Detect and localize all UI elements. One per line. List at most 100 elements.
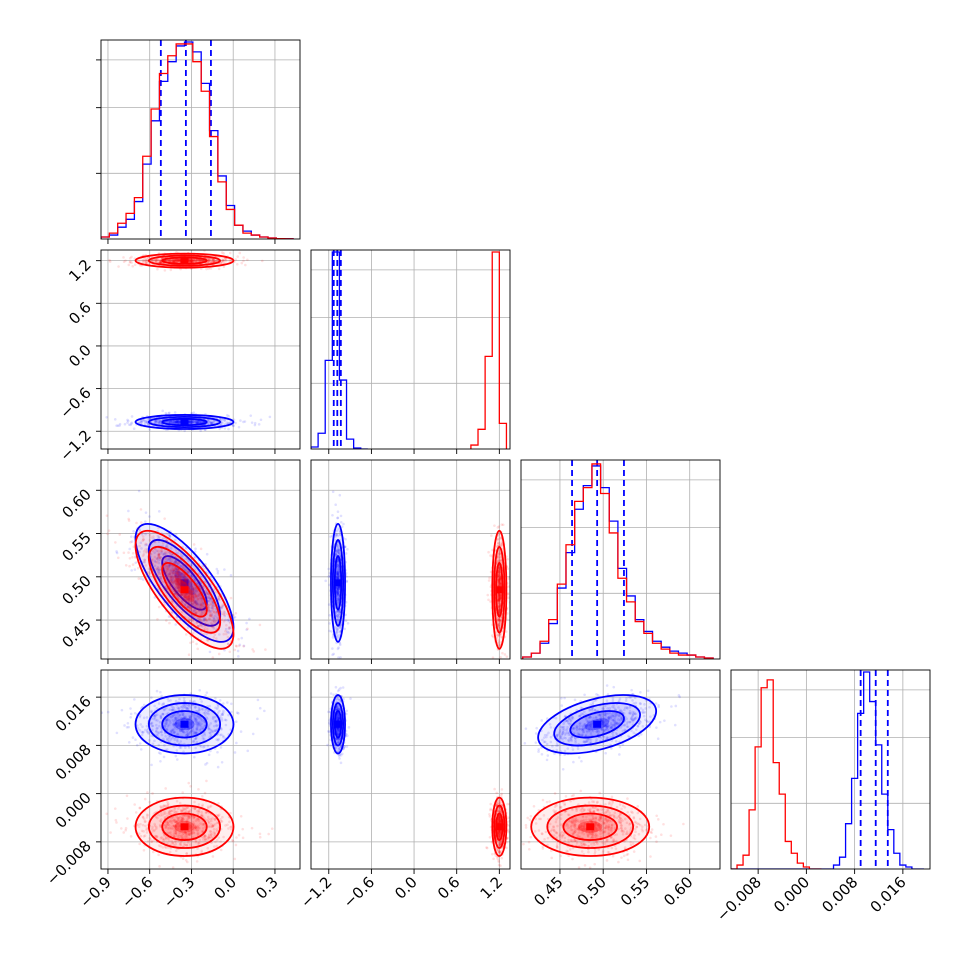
scatter-point <box>165 533 168 536</box>
scatter-point <box>328 614 331 617</box>
scatter-point <box>490 534 493 537</box>
scatter-point <box>239 419 242 422</box>
scatter-point <box>130 535 133 538</box>
y-tick-label: 0.55 <box>58 529 94 565</box>
scatter-point <box>507 596 510 599</box>
scatter-point <box>230 574 233 577</box>
scatter-point <box>501 667 504 670</box>
scatter-point <box>222 702 225 705</box>
scatter-point <box>129 557 132 560</box>
scatter-point <box>156 618 159 621</box>
scatter-point <box>214 697 217 700</box>
histogram-step-series-1 <box>471 252 507 449</box>
scatter-point <box>127 551 130 554</box>
scatter-point <box>220 746 223 749</box>
scatter-point <box>158 752 161 755</box>
scatter-point <box>222 663 225 666</box>
scatter-point <box>506 655 509 658</box>
scatter-panel-2-0: 0.450.500.550.60 <box>58 460 300 666</box>
scatter-point <box>240 815 243 818</box>
scatter-point <box>230 597 233 600</box>
scatter-point <box>130 569 133 572</box>
scatter-point <box>227 428 230 431</box>
panel-content <box>311 460 511 670</box>
panel-content <box>521 460 720 659</box>
scatter-point <box>232 614 235 617</box>
scatter-point <box>198 689 201 692</box>
scatter-point <box>123 552 126 555</box>
scatter-point <box>170 269 173 272</box>
scatter-point <box>95 509 98 512</box>
scatter-point <box>150 764 153 767</box>
scatter-point <box>327 568 330 571</box>
scatter-point <box>219 699 222 702</box>
scatter-point <box>194 547 197 550</box>
scatter-point <box>116 552 119 555</box>
scatter-point <box>235 720 238 723</box>
scatter-point <box>345 619 348 622</box>
scatter-point <box>124 423 127 426</box>
scatter-point <box>193 756 196 759</box>
scatter-point <box>216 751 219 754</box>
y-tick-label: 1.2 <box>65 256 95 286</box>
scatter-point <box>159 691 162 694</box>
density-peak <box>180 721 188 728</box>
panel-frame <box>311 250 510 449</box>
scatter-point <box>212 656 215 659</box>
scatter-point <box>234 258 237 261</box>
scatter-point <box>228 650 231 653</box>
scatter-point <box>340 521 343 524</box>
scatter-point <box>175 755 178 758</box>
scatter-point <box>502 523 505 526</box>
scatter-point <box>235 644 238 647</box>
scatter-point <box>127 726 130 729</box>
scatter-point <box>140 508 143 511</box>
scatter-point <box>338 494 341 497</box>
scatter-point <box>128 741 131 744</box>
scatter-point <box>342 523 345 526</box>
scatter-point <box>151 792 154 795</box>
scatter-point <box>131 265 134 268</box>
panel-content <box>95 460 300 666</box>
scatter-point <box>204 564 207 567</box>
scatter-point <box>346 548 349 551</box>
scatter-point <box>235 836 238 839</box>
scatter-point <box>251 660 254 663</box>
scatter-point <box>131 415 134 418</box>
scatter-point <box>152 851 155 854</box>
density-peak <box>180 586 188 593</box>
scatter-point <box>128 264 131 267</box>
y-tick-label: −0.6 <box>56 384 94 422</box>
scatter-point <box>188 653 191 656</box>
scatter-point <box>242 260 245 263</box>
y-tick-label: 0.50 <box>58 572 94 608</box>
scatter-point <box>240 637 243 640</box>
scatter-point <box>238 252 241 255</box>
scatter-point <box>199 429 202 432</box>
scatter-point <box>244 264 247 267</box>
scatter-point <box>137 577 140 580</box>
scatter-point <box>345 552 348 555</box>
scatter-point <box>263 710 266 713</box>
panel-content <box>101 40 300 239</box>
scatter-point <box>138 490 141 493</box>
panel-layer: −1.2−0.60.00.61.20.450.500.550.60−0.0080… <box>43 40 930 925</box>
scatter-point <box>505 630 508 633</box>
scatter-point <box>259 836 262 839</box>
scatter-point <box>337 510 340 513</box>
scatter-point <box>220 849 223 852</box>
scatter-point <box>242 645 245 648</box>
scatter-point <box>331 647 334 650</box>
scatter-point <box>251 421 254 424</box>
scatter-point <box>131 556 134 559</box>
panel-content <box>101 249 300 449</box>
scatter-point <box>134 263 137 266</box>
scatter-point <box>118 533 121 536</box>
scatter-point <box>488 579 491 582</box>
scatter-point <box>237 638 240 641</box>
scatter-point <box>324 580 327 583</box>
scatter-point <box>129 257 132 260</box>
scatter-point <box>224 427 227 430</box>
